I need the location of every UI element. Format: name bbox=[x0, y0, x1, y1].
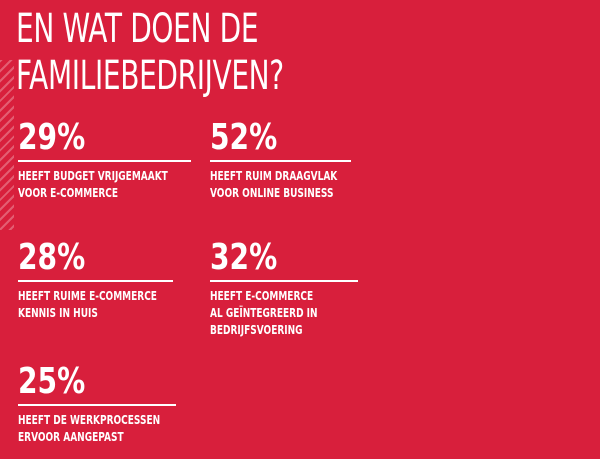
decorative-stripes bbox=[0, 60, 14, 230]
stat-percentage: 29% bbox=[18, 117, 86, 158]
stat-underline bbox=[18, 160, 191, 162]
stat-description-line: VOOR ONLINE BUSINESS bbox=[210, 185, 334, 200]
stat-percentage: 28% bbox=[18, 237, 86, 278]
stat-budget: 29% HEEFT BUDGET VRIJGEMAAKT VOOR E-COMM… bbox=[18, 120, 278, 201]
stat-werkprocessen: 25% HEEFT DE WERKPROCESSEN ERVOOR AANGEP… bbox=[18, 364, 278, 445]
title-line-1: EN WAT DOEN DE bbox=[16, 6, 259, 52]
stat-draagvlak: 52% HEEFT RUIM DRAAGVLAK VOOR ONLINE BUS… bbox=[210, 120, 470, 201]
stat-underline bbox=[210, 160, 351, 162]
stat-description: HEEFT BUDGET VRIJGEMAAKT VOOR E-COMMERCE bbox=[18, 167, 205, 201]
stat-description: HEEFT DE WERKPROCESSEN ERVOOR AANGEPAST bbox=[18, 411, 205, 445]
stat-description: HEEFT RUIM DRAAGVLAK VOOR ONLINE BUSINES… bbox=[210, 167, 397, 201]
stat-description-line: BEDRIJFSVOERING bbox=[210, 322, 303, 337]
stat-geintegreerd: 32% HEEFT E-COMMERCE AL GEÏNTEGREERD IN … bbox=[210, 240, 470, 338]
infographic-title: EN WAT DOEN DE FAMILIEBEDRIJVEN? bbox=[16, 6, 284, 100]
stat-description: HEEFT RUIME E-COMMERCE KENNIS IN HUIS bbox=[18, 287, 205, 321]
stat-description-line: AL GEÏNTEGREERD IN bbox=[210, 305, 318, 320]
stat-description-line: HEEFT DE WERKPROCESSEN bbox=[18, 412, 161, 427]
stat-description: HEEFT E-COMMERCE AL GEÏNTEGREERD IN BEDR… bbox=[210, 287, 397, 338]
stat-description-line: HEEFT E-COMMERCE bbox=[210, 288, 314, 303]
stat-underline bbox=[18, 280, 173, 282]
stat-percentage: 52% bbox=[210, 117, 278, 158]
stat-underline bbox=[18, 404, 176, 406]
stat-percentage: 32% bbox=[210, 237, 278, 278]
stat-description-line: HEEFT BUDGET VRIJGEMAAKT bbox=[18, 168, 168, 183]
stat-kennis: 28% HEEFT RUIME E-COMMERCE KENNIS IN HUI… bbox=[18, 240, 278, 321]
stat-description-line: HEEFT RUIM DRAAGVLAK bbox=[210, 168, 338, 183]
stat-underline bbox=[210, 280, 358, 282]
stat-description-line: ERVOOR AANGEPAST bbox=[18, 429, 124, 444]
stat-description-line: HEEFT RUIME E-COMMERCE bbox=[18, 288, 157, 303]
stat-description-line: VOOR E-COMMERCE bbox=[18, 185, 119, 200]
title-line-2: FAMILIEBEDRIJVEN? bbox=[16, 53, 284, 99]
stat-percentage: 25% bbox=[18, 361, 86, 402]
stat-description-line: KENNIS IN HUIS bbox=[18, 305, 98, 320]
